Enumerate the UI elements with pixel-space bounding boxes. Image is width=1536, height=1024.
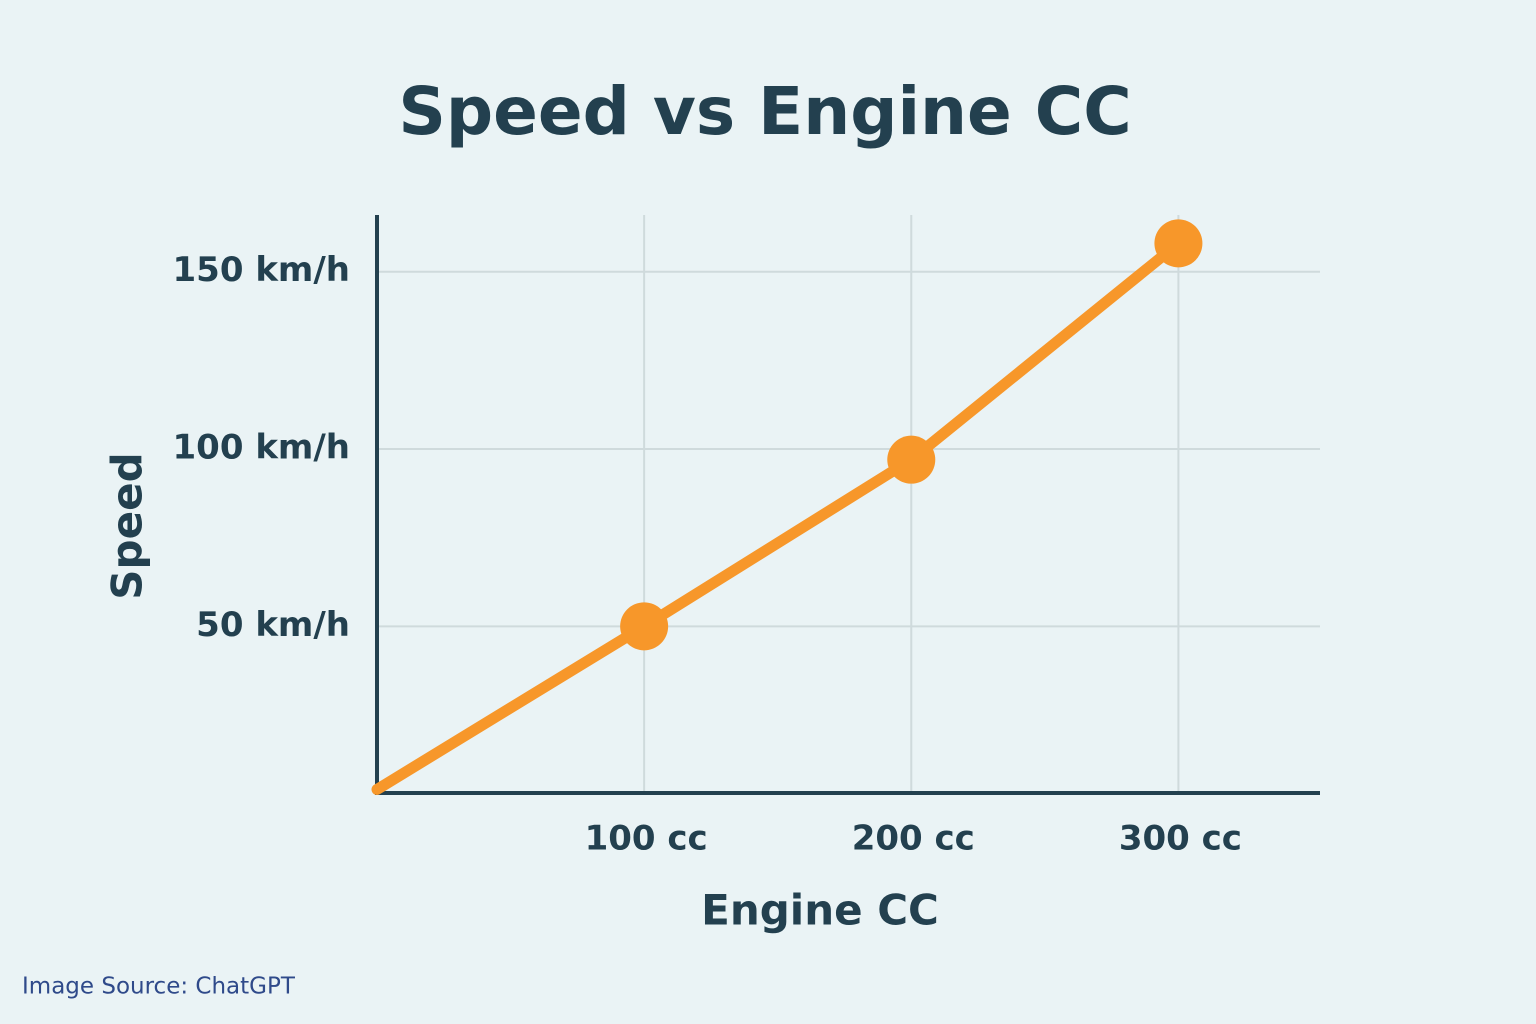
x-axis-label: Engine CC: [701, 886, 939, 935]
y-axis-label: Speed: [103, 452, 152, 599]
y-tick-label: 100 km/h: [173, 428, 350, 468]
y-tick-label: 150 km/h: [173, 250, 350, 290]
source-note: Image Source: ChatGPT: [22, 974, 296, 1000]
chart-title: Speed vs Engine CC: [398, 73, 1131, 150]
data-point: [1154, 219, 1203, 268]
data-line: [371, 237, 1184, 795]
data-point: [620, 602, 669, 651]
x-tick-label: 300 cc: [1119, 819, 1242, 859]
x-tick-label: 200 cc: [852, 819, 975, 859]
y-tick-label: 50 km/h: [196, 605, 350, 645]
x-tick-label: 100 cc: [585, 819, 708, 859]
data-point: [887, 435, 936, 484]
